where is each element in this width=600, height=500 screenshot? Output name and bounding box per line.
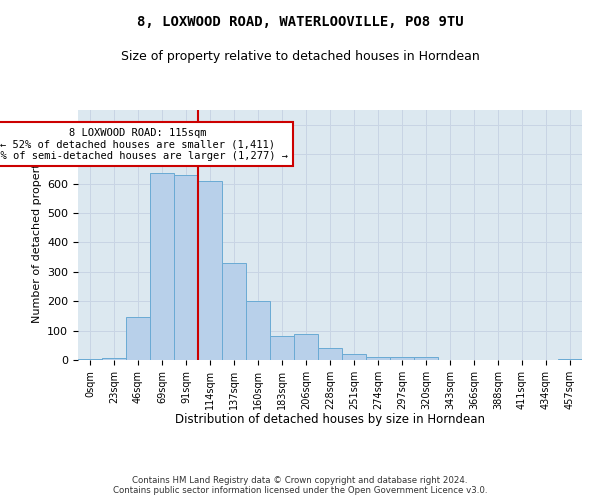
Text: Contains HM Land Registry data © Crown copyright and database right 2024.
Contai: Contains HM Land Registry data © Crown c…: [113, 476, 487, 495]
Bar: [150, 173, 174, 360]
Text: 8, LOXWOOD ROAD, WATERLOOVILLE, PO8 9TU: 8, LOXWOOD ROAD, WATERLOOVILLE, PO8 9TU: [137, 15, 463, 29]
Bar: [246, 301, 270, 360]
Bar: [174, 174, 198, 360]
Bar: [78, 358, 102, 360]
Bar: [222, 263, 246, 360]
Text: 8 LOXWOOD ROAD: 115sqm
← 52% of detached houses are smaller (1,411)
47% of semi-: 8 LOXWOOD ROAD: 115sqm ← 52% of detached…: [0, 128, 288, 161]
Bar: [558, 358, 582, 360]
Bar: [294, 334, 318, 360]
Text: Distribution of detached houses by size in Horndean: Distribution of detached houses by size …: [175, 412, 485, 426]
Text: Size of property relative to detached houses in Horndean: Size of property relative to detached ho…: [121, 50, 479, 63]
Bar: [318, 348, 342, 360]
Bar: [126, 318, 150, 360]
Bar: [366, 357, 390, 360]
Bar: [342, 354, 366, 360]
Bar: [102, 358, 126, 360]
Bar: [390, 357, 414, 360]
Bar: [270, 336, 294, 360]
Y-axis label: Number of detached properties: Number of detached properties: [32, 148, 41, 322]
Bar: [414, 358, 438, 360]
Bar: [198, 181, 222, 360]
